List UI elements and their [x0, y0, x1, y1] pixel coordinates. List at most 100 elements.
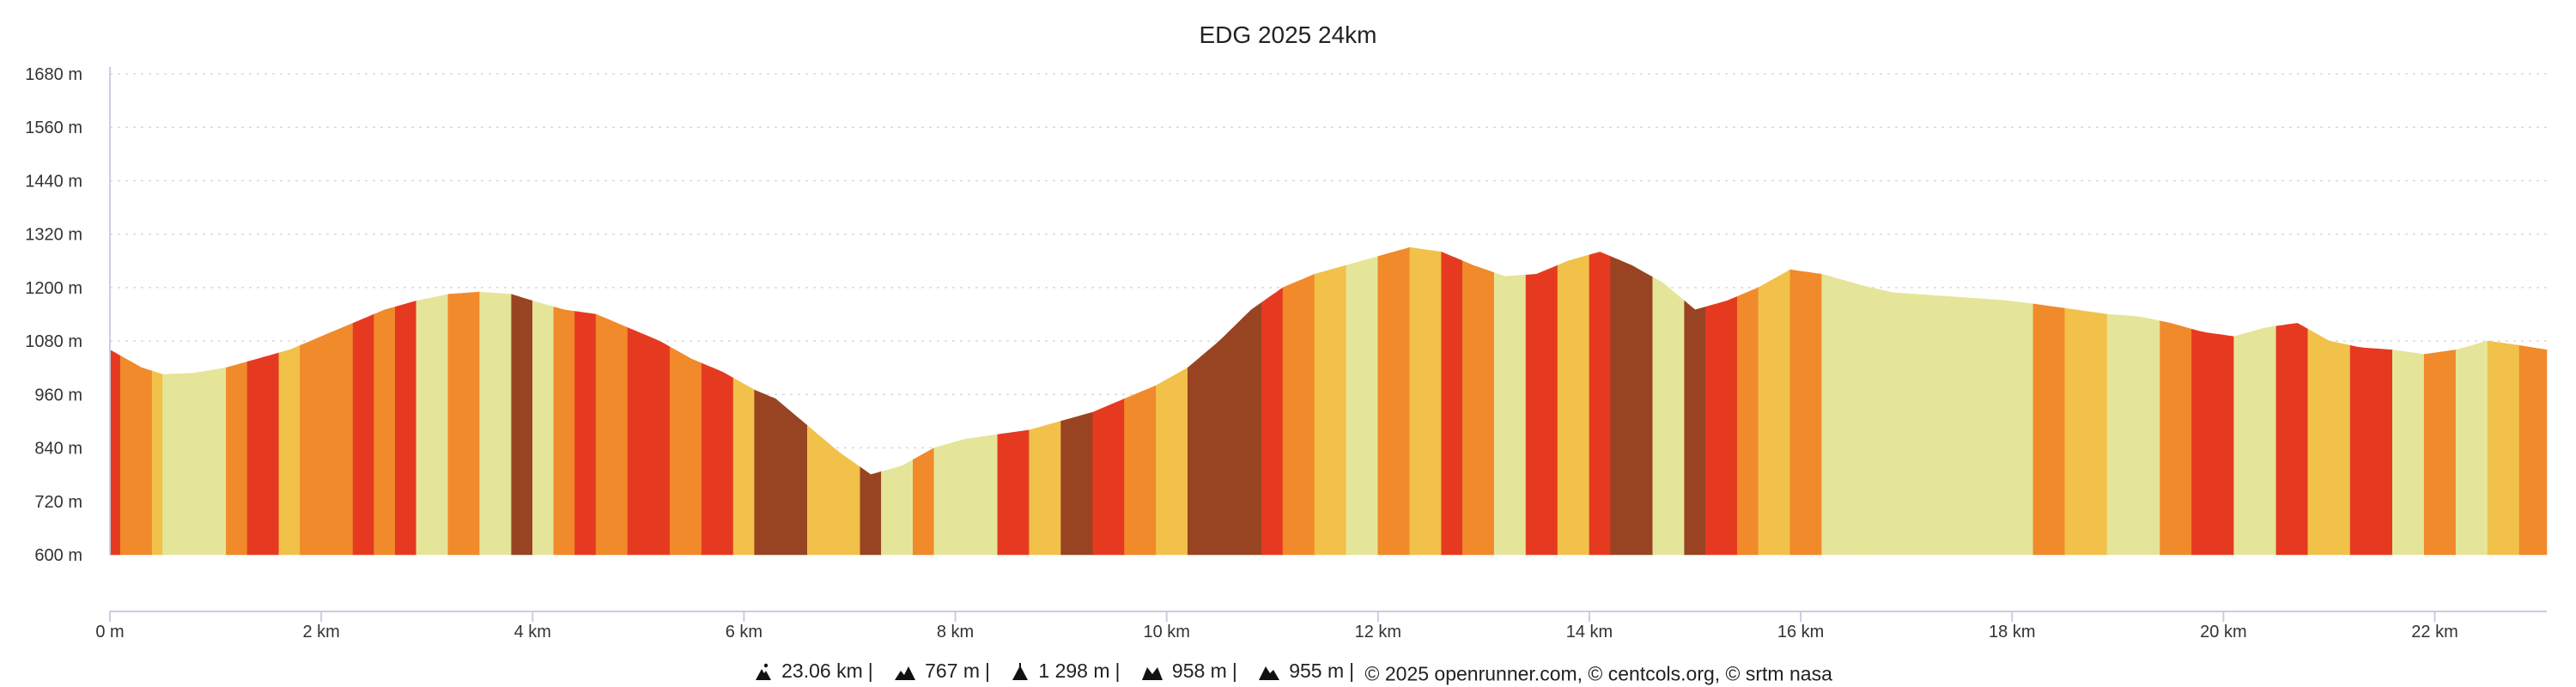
grade-band-flat [162, 367, 227, 556]
grade-band-flat [1863, 285, 2034, 556]
grade-band-steep [1525, 264, 1558, 556]
x-tick-label: 20 km [2200, 623, 2246, 641]
grade-band-moderate [1282, 273, 1315, 556]
grade-band-moderate [595, 313, 629, 556]
x-tick-label: 16 km [1777, 623, 1824, 641]
chart-title: EDG 2025 24km [1200, 21, 1377, 48]
separator: | [1231, 660, 1237, 682]
grade-band-steep [394, 300, 417, 556]
grade-band-moderate [374, 307, 396, 556]
distance-value: 23.06 km [781, 660, 863, 682]
min-altitude-stat: 958 m | [1131, 660, 1242, 683]
distance-hiker-icon [756, 663, 772, 680]
elevation-gain-icon [895, 666, 916, 680]
grade-band-steep [1441, 251, 1463, 556]
grade-band-light [732, 377, 756, 556]
grade-band-steep [246, 352, 280, 556]
loss-stat: 955 m | [1248, 660, 1359, 683]
gain-stat: 767 m | [884, 660, 995, 683]
grade-band-light [806, 424, 861, 556]
grade-band-moderate [913, 447, 935, 556]
grade-band-steep [2275, 323, 2309, 556]
grade-band-flat [532, 300, 555, 556]
min-altitude-icon [1141, 666, 1163, 680]
grade-band-flat [479, 291, 513, 556]
grade-band-moderate [669, 346, 702, 556]
grade-band-moderate [120, 355, 153, 556]
grade-band-light [278, 344, 301, 556]
grade-band-steep [1092, 398, 1125, 556]
grade-band-very-steep [511, 294, 533, 556]
x-tick-label: 10 km [1143, 623, 1189, 641]
grade-band-very-steep [1188, 330, 1230, 556]
grade-band-light [1557, 254, 1590, 556]
grade-band-very-steep [1060, 411, 1093, 556]
grade-band-flat [933, 434, 999, 556]
y-tick-label: 720 m [34, 493, 82, 512]
grade-band-very-steep [754, 389, 776, 556]
gain-value: 767 m [925, 660, 981, 682]
elevation-loss-icon [1259, 666, 1280, 680]
grade-band-steep [574, 311, 597, 556]
grade-band-flat [1652, 277, 1685, 556]
y-tick-label: 1680 m [25, 65, 82, 84]
separator: | [1349, 660, 1355, 682]
grade-band-flat [1821, 273, 1865, 556]
grade-band-moderate [447, 291, 481, 556]
y-tick-label: 1560 m [25, 119, 82, 137]
grade-band-light [1409, 246, 1442, 556]
grade-band-moderate [553, 307, 575, 556]
grade-band-very-steep [1684, 300, 1706, 556]
grade-band-moderate [2160, 320, 2192, 556]
grade-band-steep [701, 362, 734, 556]
grade-band-steep [1261, 287, 1284, 556]
grade-band-moderate [1377, 246, 1411, 556]
max-altitude-icon [1012, 662, 1029, 680]
grade-band-steep [627, 327, 671, 556]
separator: | [867, 660, 873, 682]
grade-band-flat [2455, 340, 2488, 556]
y-tick-label: 840 m [34, 440, 82, 459]
grade-band-steep [2349, 344, 2393, 556]
separator: | [1115, 660, 1121, 682]
y-tick-label: 1440 m [25, 172, 82, 191]
grade-band-flat [881, 459, 914, 556]
grade-band-light [1156, 367, 1188, 556]
grade-band-moderate [2518, 344, 2548, 556]
distance-stat: 23.06 km | [744, 660, 878, 683]
x-tick-label: 12 km [1355, 623, 1401, 641]
grade-band-light [2487, 340, 2520, 556]
grade-bands [109, 246, 2548, 556]
grade-band-moderate [1737, 287, 1759, 556]
grade-band-light [151, 370, 163, 556]
y-tick-label: 1320 m [25, 226, 82, 245]
x-tick-label: 18 km [1989, 623, 2035, 641]
y-tick-label: 1200 m [25, 279, 82, 298]
grade-band-flat [1493, 272, 1527, 556]
grade-band-light [1029, 420, 1061, 556]
separator: | [985, 660, 991, 682]
grade-band-flat [2392, 350, 2425, 556]
grade-band-steep [997, 429, 1030, 556]
grade-band-moderate [2032, 303, 2066, 556]
y-tick-label: 600 m [34, 546, 82, 565]
grade-band-light [2064, 307, 2108, 556]
grade-band-steep [2191, 328, 2234, 556]
grade-band-light [1314, 264, 1347, 556]
grade-band-very-steep [860, 466, 882, 556]
grade-band-flat [1346, 256, 1379, 556]
elevation-profile-chart: EDG 2025 24km 600 m 720 m 840 m 960 m 1080 m… [25, 21, 2548, 641]
min-altitude-value: 958 m [1171, 660, 1227, 682]
grade-band-moderate [226, 361, 248, 556]
grade-band-steep [352, 313, 375, 556]
grade-band-light [2307, 328, 2351, 556]
x-tick-label: 14 km [1566, 623, 1613, 641]
max-altitude-stat: 1 298 m | [1000, 660, 1125, 683]
y-tick-label: 1080 m [25, 332, 82, 351]
x-tick-label: 6 km [726, 623, 762, 641]
grade-band-moderate [1462, 260, 1495, 556]
grade-band-steep [109, 350, 121, 556]
grade-band-flat [2106, 313, 2160, 556]
summary-footer: 23.06 km | 767 m | 1 298 m | 958 m | 955… [0, 660, 2576, 686]
axes [109, 67, 2547, 612]
